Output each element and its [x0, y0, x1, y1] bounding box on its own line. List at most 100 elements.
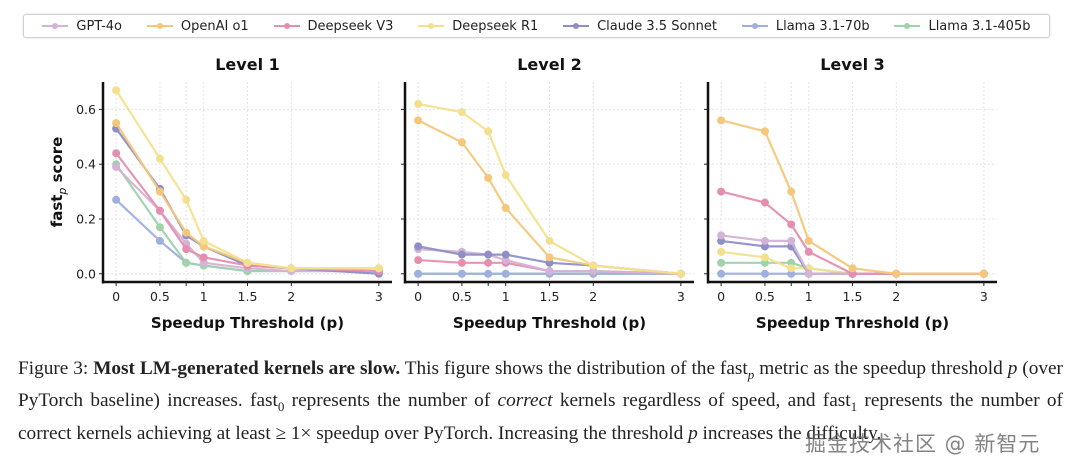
data-point — [545, 236, 554, 245]
data-point — [112, 195, 121, 204]
legend-item: Llama 3.1-405b — [894, 19, 1030, 34]
caption-text: (over PyTorch baseline) increases. fast — [18, 358, 1063, 412]
x-tick-label: 2 — [589, 289, 597, 304]
data-point — [199, 253, 208, 262]
legend-swatch-icon — [894, 21, 921, 31]
x-tick-label: 1 — [502, 289, 510, 304]
legend-item: Deepseek V3 — [273, 18, 394, 34]
data-point — [182, 245, 191, 254]
panel-title: Level 1 — [215, 55, 280, 74]
data-point — [112, 162, 121, 171]
caption-text: metric as the speedup threshold — [754, 358, 1008, 379]
legend-swatch-icon — [418, 21, 445, 31]
data-point — [760, 236, 769, 245]
legend-label: GPT-4o — [76, 18, 122, 34]
data-point — [717, 247, 726, 256]
legend-swatch-icon — [42, 21, 69, 31]
x-tick-label: 1 — [805, 289, 813, 304]
data-point — [760, 198, 769, 207]
chart-panel-2: 0 0.5 1 1.5 2 3 Level 2 Speedup Threshold (p) — [401, 55, 694, 332]
legend-item: Claude 3.5 Sonnet — [563, 19, 717, 34]
y-axis-label: fastp score — [48, 137, 69, 228]
data-point — [155, 206, 164, 215]
data-point — [787, 220, 796, 229]
x-axis-label: Speedup Threshold (p) — [453, 314, 646, 332]
x-tick-label: 3 — [375, 289, 383, 304]
data-point — [243, 258, 252, 267]
data-point — [501, 269, 510, 278]
charts-area: 0 0.5 1 1.5 2 3 0.0 0.2 0.4 0.6 Level 1 Speedup Thr… — [48, 55, 997, 332]
data-point — [760, 242, 769, 251]
caption-subscript: 0 — [277, 399, 285, 415]
legend-item: Deepseek R1 — [418, 19, 538, 34]
x-tick-label: 1.5 — [843, 289, 863, 304]
x-tick-label: 0 — [112, 289, 120, 304]
caption-subscript: p — [747, 366, 755, 382]
data-point — [287, 264, 296, 273]
data-point — [457, 138, 466, 147]
caption-bold: Most LM-generated kernels are slow. — [93, 358, 401, 379]
data-point — [717, 258, 726, 267]
chart-panel-1: 0 0.5 1 1.5 2 3 0.0 0.2 0.4 0.6 Level 1 Speedup Thr… — [48, 55, 392, 332]
y-tick-label: 0.6 — [76, 102, 96, 117]
data-point — [484, 127, 493, 136]
data-point — [804, 247, 813, 256]
caption-variable: p — [688, 422, 698, 444]
data-point — [414, 99, 423, 108]
x-tick-label: 0 — [414, 289, 422, 304]
data-point — [979, 269, 988, 278]
legend-item: OpenAI o1 — [146, 18, 249, 34]
data-point — [545, 267, 554, 276]
data-point — [414, 256, 423, 265]
chart-legend: GPT-4o OpenAI o1 Deepseek V3 Deepseek R1 Cla… — [23, 14, 1050, 38]
caption-text: represents the number of correct kernels… — [18, 390, 1063, 444]
legend-swatch-icon — [146, 21, 173, 31]
watermark: 掘金技术社区 @ 新智元 — [805, 432, 1041, 456]
caption-text: represents the number of — [284, 390, 498, 412]
data-point — [155, 187, 164, 196]
y-tick-label: 0.4 — [76, 157, 96, 172]
data-point — [760, 269, 769, 278]
data-point — [414, 242, 423, 251]
data-point — [589, 267, 598, 276]
data-point — [484, 173, 493, 182]
data-point — [787, 269, 796, 278]
legend-label: OpenAI o1 — [180, 18, 249, 34]
legend-label: Deepseek V3 — [307, 18, 394, 34]
data-point — [848, 269, 857, 278]
x-tick-label: 0.5 — [755, 289, 775, 304]
data-point — [501, 250, 510, 259]
data-point — [545, 258, 554, 267]
data-point — [787, 258, 796, 267]
caption-emphasis: correct — [497, 390, 553, 412]
data-point — [787, 236, 796, 245]
data-point — [501, 204, 510, 213]
data-point — [484, 258, 493, 267]
x-tick-label: 2 — [892, 289, 900, 304]
caption-label: Figure 3: — [18, 358, 89, 379]
data-point — [717, 269, 726, 278]
x-axis-label: Speedup Threshold (p) — [151, 314, 344, 332]
legend-swatch-icon — [273, 21, 300, 31]
caption-text: increases the difficulty. — [697, 422, 882, 444]
x-tick-label: 0.5 — [452, 289, 472, 304]
legend-label: Llama 3.1-70b — [775, 18, 870, 34]
x-tick-label: 3 — [980, 289, 988, 304]
data-point — [717, 116, 726, 125]
chart-panel-3: 0 0.5 1 1.5 2 3 Level 3 Speedup Threshold (p) — [704, 55, 997, 332]
data-point — [155, 236, 164, 245]
legend-swatch-icon — [563, 21, 590, 31]
data-point — [484, 250, 493, 259]
x-tick-label: 1 — [200, 289, 208, 304]
x-tick-label: 2 — [287, 289, 295, 304]
data-point — [457, 258, 466, 267]
data-point — [717, 187, 726, 196]
data-point — [414, 269, 423, 278]
figure-caption: Figure 3: Most LM-generated kernels are … — [18, 356, 1063, 447]
series-line-deepseek-r1 — [417, 102, 681, 275]
x-tick-label: 1.5 — [540, 289, 560, 304]
data-point — [589, 261, 598, 270]
data-point — [414, 116, 423, 125]
data-point — [457, 108, 466, 117]
x-tick-label: 0.5 — [150, 289, 170, 304]
